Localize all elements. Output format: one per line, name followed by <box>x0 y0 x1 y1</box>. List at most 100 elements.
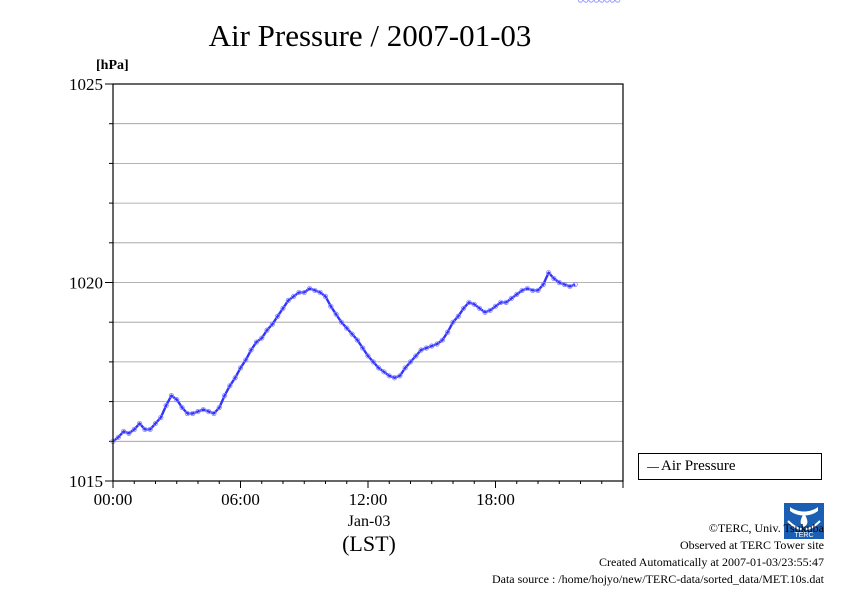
data-point <box>386 373 392 379</box>
data-point <box>551 275 557 282</box>
data-point <box>200 406 206 413</box>
data-point <box>445 329 451 335</box>
data-point <box>572 281 578 288</box>
data-point <box>211 410 217 417</box>
data-point <box>439 337 445 343</box>
data-point <box>269 321 275 327</box>
data-point <box>492 303 499 309</box>
data-point <box>328 303 334 309</box>
y-tick-label: 1015 <box>69 472 103 491</box>
data-point <box>519 287 525 294</box>
data-point <box>471 301 477 307</box>
data-point <box>115 434 121 440</box>
data-point <box>280 305 286 311</box>
data-point <box>604 0 610 3</box>
data-point <box>126 430 132 436</box>
data-point <box>423 345 430 351</box>
data-point <box>615 0 621 3</box>
data-point <box>487 307 493 313</box>
data-point <box>466 299 472 305</box>
data-point <box>285 297 291 303</box>
data-point <box>413 353 419 359</box>
data-point <box>546 269 552 276</box>
data-point <box>243 357 249 363</box>
observed-line: Observed at TERC Tower site <box>679 538 824 552</box>
grid-lines <box>113 123 623 442</box>
data-point <box>498 299 504 305</box>
data-point <box>232 375 238 381</box>
data-point <box>121 428 127 434</box>
data-point <box>296 289 302 296</box>
data-point <box>370 359 376 365</box>
data-point <box>317 289 323 296</box>
data-point <box>391 375 398 381</box>
data-point <box>599 0 605 3</box>
data-point <box>476 305 483 311</box>
data-point <box>354 337 360 343</box>
y-axis-unit-label: [hPa] <box>96 58 129 73</box>
data-point <box>136 420 143 427</box>
x-tick-label: 18:00 <box>476 490 515 509</box>
data-point <box>179 404 185 411</box>
created-line: Created Automatically at 2007-01-03/23:5… <box>599 555 824 569</box>
data-point <box>306 285 313 292</box>
data-point <box>168 393 175 399</box>
data-point <box>461 305 467 311</box>
credit-line: ©TERC, Univ. Tsukuba <box>708 521 824 535</box>
data-point <box>583 0 589 3</box>
data-point <box>514 291 520 298</box>
data-point <box>147 426 153 432</box>
data-point <box>227 383 233 389</box>
data-point <box>333 311 339 317</box>
data-point <box>524 285 530 292</box>
data-point <box>365 353 371 359</box>
x-axis-timezone-label: (LST) <box>342 531 396 556</box>
data-point <box>312 287 318 294</box>
data-point <box>609 0 615 3</box>
data-point <box>184 410 190 417</box>
data-point <box>190 410 196 417</box>
data-point <box>381 369 387 375</box>
data-point <box>402 365 408 371</box>
data-point <box>248 347 254 353</box>
data-point <box>216 404 222 411</box>
data-point <box>577 0 584 3</box>
x-tick-label: 00:00 <box>94 490 133 509</box>
x-tick-label: 06:00 <box>221 490 260 509</box>
data-point <box>540 281 546 288</box>
data-point <box>253 339 260 345</box>
x-axis-ticks: 00:00 06:00 12:00 18:00 <box>94 481 624 509</box>
legend-swatch-air-pressure <box>647 467 659 468</box>
data-point <box>503 299 509 305</box>
data-point <box>429 343 435 349</box>
data-point <box>322 293 329 299</box>
data-point <box>434 341 440 347</box>
data-point <box>530 287 536 294</box>
data-point <box>450 319 456 325</box>
data-point <box>264 327 270 333</box>
series-line <box>112 271 576 443</box>
logo-text: TERC <box>794 532 813 539</box>
y-tick-label: 1025 <box>69 75 103 94</box>
data-point <box>142 426 148 432</box>
data-point <box>259 335 265 341</box>
legend-label-air-pressure: Air Pressure <box>661 458 736 474</box>
data-point <box>158 414 164 421</box>
data-point <box>535 287 541 294</box>
series-air-pressure <box>110 0 621 444</box>
x-tick-label: 12:00 <box>349 490 388 509</box>
data-point <box>163 402 169 409</box>
data-point <box>567 283 573 290</box>
plot-frame <box>112 83 624 482</box>
data-point <box>508 295 515 301</box>
data-point <box>131 426 137 432</box>
data-point <box>206 408 212 415</box>
data-point <box>561 281 568 288</box>
data-point <box>221 393 228 399</box>
y-axis-ticks: 1015 1020 1025 <box>69 75 113 491</box>
chart-legend: Air Pressure <box>638 453 822 480</box>
data-point <box>291 293 297 299</box>
data-point <box>301 289 307 296</box>
data-point <box>275 313 281 319</box>
data-point <box>593 0 600 3</box>
